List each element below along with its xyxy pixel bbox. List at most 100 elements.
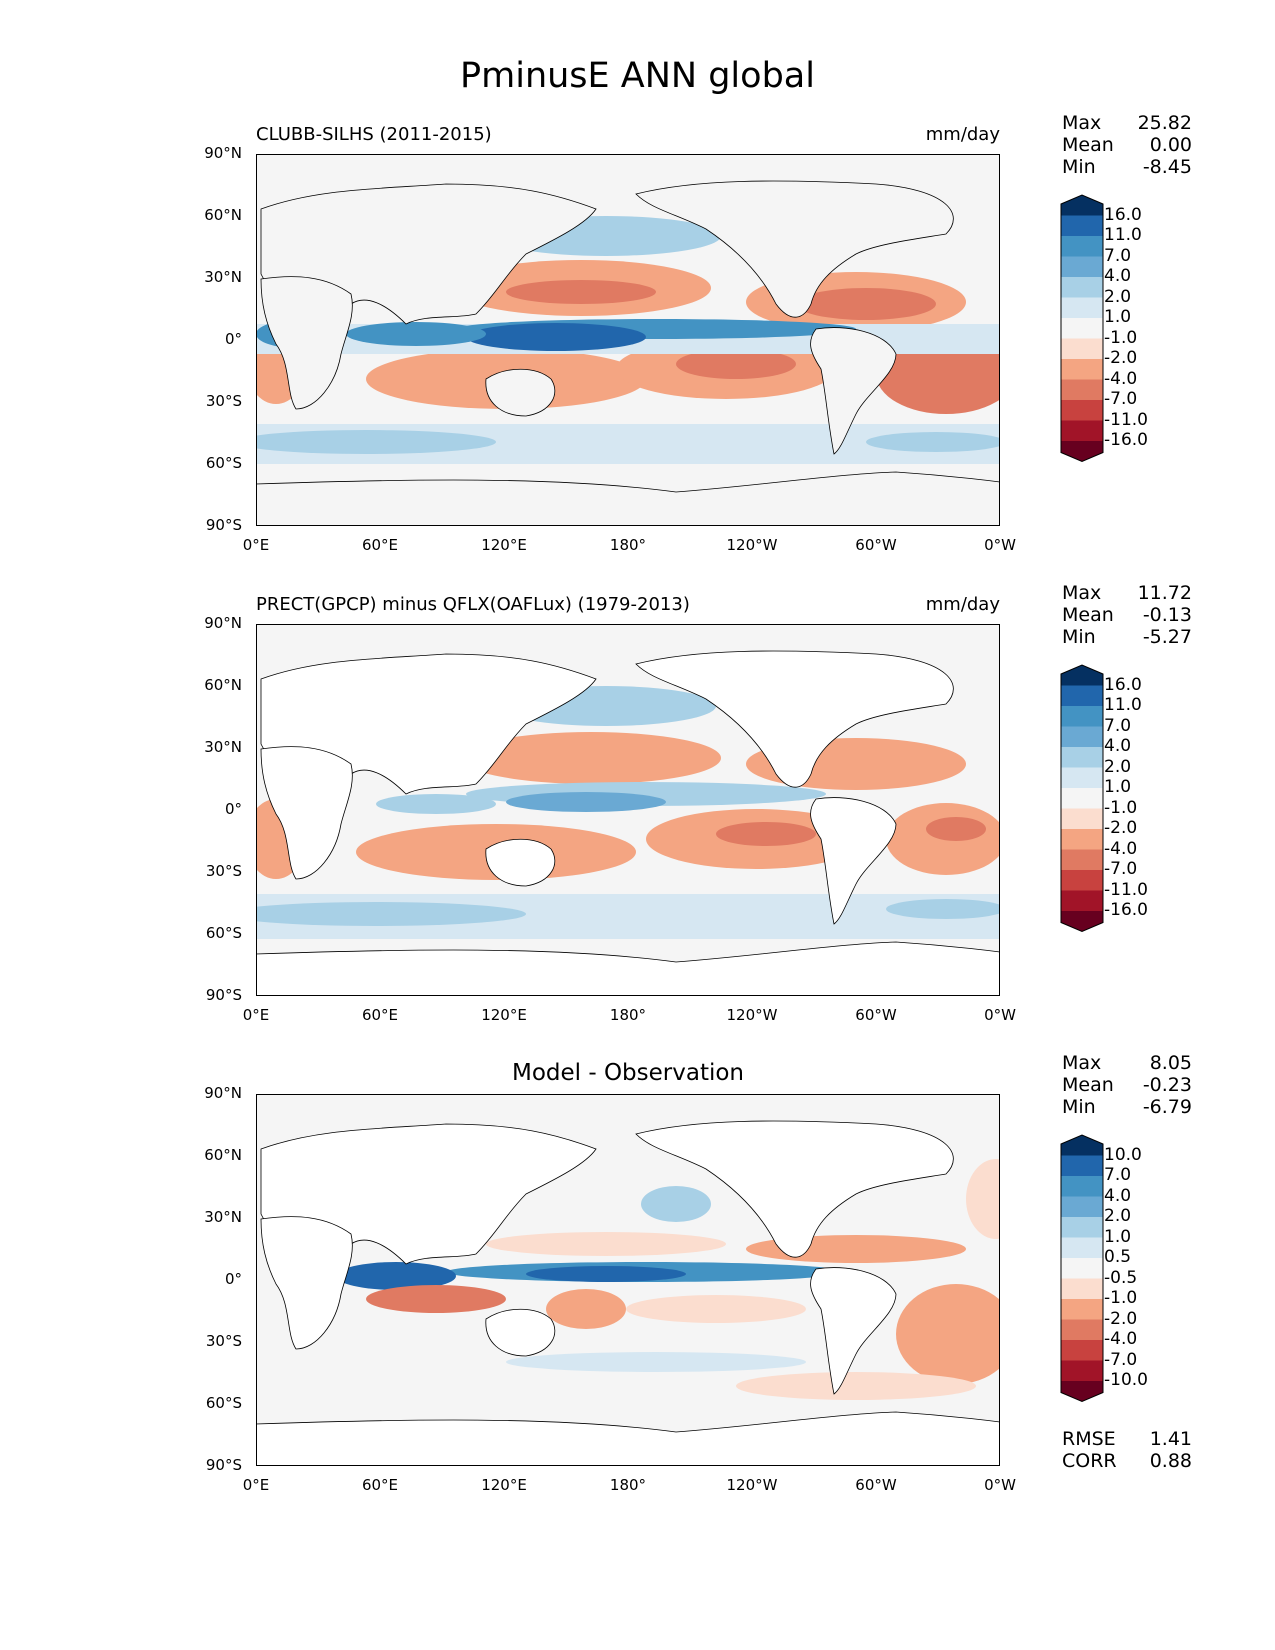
panel-model: CLUBB-SILHS (2011-2015) mm/day [0,112,1275,590]
landmass-antarctica [256,941,1000,996]
colorbar-tick-label: -11.0 [1104,409,1148,430]
colorbar-segment [1061,870,1103,891]
lat-tick-label: 30°N [204,268,242,286]
colorbar-segment [1061,379,1103,401]
colorbar-tick-label: -10.0 [1104,1370,1148,1390]
metric-label: CORR [1062,1450,1117,1472]
colorbar-tick-label: 7.0 [1104,245,1132,266]
lon-tick-label: 120°W [726,1476,778,1494]
lon-tick-label: 120°E [481,1006,527,1024]
colorbar-tick-label: 16.0 [1104,674,1142,695]
colorbar-segment [1061,1319,1103,1341]
field-s-pacific-dry-bias [626,1295,806,1323]
colorbar-tick-label: -4.0 [1104,1329,1138,1349]
lon-tick-label: 120°W [726,536,778,554]
colorbar-outline [1060,1134,1104,1403]
colorbar-segment [1061,420,1103,442]
colorbar-segment [1061,1217,1103,1238]
colorbar-tick-label: 1.0 [1104,777,1132,797]
colorbar-segment [1061,400,1103,421]
colorbar-tick-label: 1.0 [1104,1226,1132,1247]
colorbar-segment [1061,1299,1103,1320]
lon-tick-label: 60°W [855,536,897,554]
colorbar-segment [1061,256,1103,278]
lat-tick-label: 30°N [204,738,242,756]
panel-title: PRECT(GPCP) minus QFLX(OAFLux) (1979-201… [256,594,690,615]
field-indian-wet-bias [336,1262,456,1290]
colorbar-tick-label: -1.0 [1104,1288,1138,1308]
stat-value: -0.13 [1142,604,1192,626]
colorbar-segment [1061,1360,1103,1382]
colorbar-outline [1060,194,1104,463]
landmass-antarctica [256,1411,1000,1466]
lat-tick-label: 60°N [204,676,242,694]
map-frame [256,1094,1000,1466]
colorbar-segment [1061,1135,1103,1156]
colorbar-tick-label: -16.0 [1104,430,1148,450]
landmass-australia [485,838,556,887]
map-observation [256,624,1000,996]
landmass-north-america [635,180,954,318]
colorbar-tick-label: -2.0 [1104,818,1138,838]
map-model [256,154,1000,526]
colorbar-tick-label: 7.0 [1104,715,1132,736]
field-s-atlantic-dry [876,334,1000,414]
panel-units: mm/day [925,124,1000,145]
panel-title: Model - Observation [511,1060,745,1086]
field-southern-dry-bias [736,1372,976,1400]
map-difference [256,1094,1000,1466]
colorbar-tick-label: 11.0 [1104,225,1142,245]
colorbar-tick-label: -1.0 [1104,327,1138,348]
colorbar-tick-label: 4.0 [1104,1185,1132,1206]
stat-value: -0.23 [1142,1074,1192,1096]
lon-tick-label: 180° [609,1006,647,1024]
metric-label: RMSE [1062,1428,1116,1450]
lat-tick-label: 60°S [205,454,242,472]
lon-tick-label: 60°E [361,536,399,554]
colorbar [1060,1134,1104,1403]
field-southern-ocean-wet [256,430,496,454]
lat-tick-label: 60°N [204,206,242,224]
lat-tick-label: 90°S [205,986,242,1004]
lon-tick-label: 0°E [242,1006,270,1024]
lat-tick-label: 0° [224,800,242,818]
stat-value: -5.27 [1142,626,1192,648]
colorbar-tick-label: -1.0 [1104,797,1138,818]
colorbar-tick-label: 4.0 [1104,736,1132,756]
lon-tick-label: 180° [609,1476,647,1494]
map-svg [256,154,1000,526]
colorbar-segment [1061,338,1103,360]
field-n-pacific-dry [486,1232,726,1256]
colorbar-segment [1061,808,1103,830]
field-n-atlantic-dry-core [796,288,936,320]
lat-tick-label: 90°N [204,1084,242,1102]
landmass-south-america [810,797,897,925]
stat-value: -6.79 [1142,1096,1192,1118]
lat-tick-label: 60°N [204,1146,242,1164]
landmass-africa [260,1216,353,1350]
colorbar-segment [1061,890,1103,912]
metric-corr: CORR 0.88 [1062,1450,1192,1472]
colorbar-tick-label: 2.0 [1104,286,1132,307]
colorbar-segment [1061,1196,1103,1218]
field-sw-pacific-dry-bias [546,1289,626,1329]
landmass-antarctica [256,471,1000,526]
colorbar-segment [1061,665,1103,686]
colorbar-tick-label: -4.0 [1104,368,1138,389]
colorbar-tick-label: 0.5 [1104,1247,1132,1267]
continents [256,180,1000,526]
landmass-north-america [635,650,954,788]
stat-label: Mean [1062,604,1114,626]
field-warm-pool-wet [506,792,666,812]
lon-tick-label: 0°W [984,1476,1016,1494]
colorbar-segment [1061,1155,1103,1177]
stat-label: Max [1062,1052,1102,1074]
colorbar-tick-label: 7.0 [1104,1165,1132,1185]
lat-tick-label: 0° [224,330,242,348]
lat-tick-label: 90°S [205,1456,242,1474]
colorbar-segment [1061,236,1103,257]
field-n-atlantic-edge [966,1159,1000,1239]
lat-tick-label: 90°N [204,614,242,632]
metric-rmse: RMSE 1.41 [1062,1428,1192,1450]
colorbar-tick-label: -2.0 [1104,348,1138,368]
